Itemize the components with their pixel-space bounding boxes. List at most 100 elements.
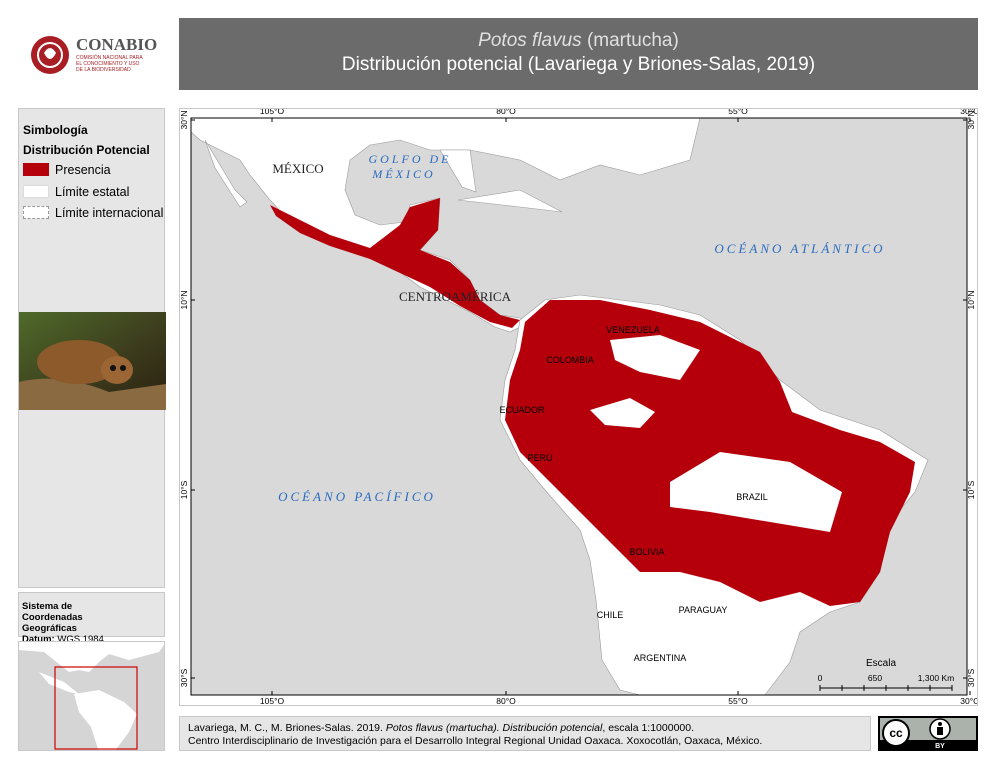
place-label: BRAZIL [736, 492, 768, 502]
place-label: BOLIVIA [629, 547, 664, 557]
cc-circle [882, 719, 910, 747]
place-label: MÉXICO [272, 161, 323, 176]
title-species: Potos flavus (martucha) [179, 30, 978, 52]
legend-subtitle: Distribución Potencial [23, 143, 150, 157]
lat-label: 30°N [966, 111, 976, 130]
inset-land [74, 690, 137, 750]
place-label: GOLFO DE [369, 152, 452, 166]
logo-tagline: COMISIÓN NACIONAL PARA [76, 54, 143, 61]
inset-land [19, 642, 164, 672]
logo-tagline: EL CONOCIMIENTO Y USO [76, 61, 140, 67]
place-label: ECUADOR [499, 405, 545, 415]
scale-tick-label: 1,300 Km [918, 673, 954, 683]
license-badge: cc BY [878, 716, 978, 751]
datum-label: Datum: [22, 634, 55, 645]
scale-bar: Escala 0 650 1,300 Km [818, 658, 954, 691]
datum-value: WGS 1984 [57, 634, 104, 645]
lat-label: 30°S [966, 668, 976, 687]
place-label: OCÉANO ATLÁNTICO [714, 241, 885, 256]
branch [19, 378, 166, 410]
land-baja [204, 139, 248, 208]
lat-label: 10°S [966, 480, 976, 499]
place-label: ARGENTINA [634, 653, 687, 663]
place-label: PERÚ [527, 453, 552, 463]
eye [120, 365, 126, 371]
logo: CONABIO COMISIÓN NACIONAL PARA EL CONOCI… [31, 35, 157, 74]
lon-label: 105°O [260, 696, 285, 705]
citation-scale: , escala 1:1000000. [602, 722, 695, 734]
swatch [23, 163, 49, 176]
absence-andes [596, 560, 640, 605]
land-florida [439, 149, 477, 193]
inset-map [18, 641, 165, 751]
coord-title: Sistema de Coordenadas Geográficas [22, 601, 83, 634]
legend-label: Presencia [55, 163, 111, 177]
inset-svg [19, 642, 164, 750]
place-label: COLOMBIA [546, 355, 594, 365]
presence-mesoamerica [270, 198, 520, 328]
datum: Datum: WGS 1984 [22, 634, 161, 645]
eye [110, 365, 116, 371]
place-label: MÉXICO [371, 167, 435, 181]
absence-cerrado [670, 452, 842, 532]
lon-label: 105°O [260, 109, 285, 116]
citation-authors: Lavariega, M. C., M. Briones-Salas. 2019… [188, 722, 386, 734]
by-text: BY [935, 743, 945, 750]
logo-name: CONABIO [76, 35, 157, 54]
map-frame: 105°O 105°O 80°O 80°O 55°O 55°O 30°O 30°O 30°N 30… [179, 106, 980, 706]
lon-label: 30°O [960, 109, 977, 116]
common-name: (martucha) [586, 30, 679, 51]
presence-south-america [505, 300, 915, 606]
logo-ring [37, 42, 63, 68]
place-label: OCÉANO PACÍFICO [278, 489, 436, 504]
by-head [938, 722, 942, 726]
lat-label: 30°N [180, 111, 189, 130]
footer: Lavariega, M. C., M. Briones-Salas. 2019… [179, 716, 871, 751]
citation-title: Potos flavus (martucha). Distribución po… [385, 722, 603, 734]
scale-tick-label: 0 [818, 673, 823, 683]
place-label: PARAGUAY [679, 605, 728, 615]
institution: Centro Interdisciplinario de Investigaci… [188, 735, 763, 747]
subtitle: Distribución potencial (Lavariega y Brio… [341, 54, 816, 75]
lat-label: 30°S [180, 668, 189, 687]
legend-item: Presencia [23, 163, 111, 177]
place-label: VENEZUELA [606, 325, 660, 335]
logo-detail [44, 48, 56, 59]
logo-tagline: DE LA BIODIVERSIDAD [76, 67, 131, 73]
inset-land [39, 672, 79, 694]
lat-label: 10°N [180, 291, 189, 310]
legend-title: Simbología [23, 123, 88, 137]
lat-label: 10°S [180, 480, 189, 499]
lat-label: 10°N [966, 291, 976, 310]
scale-title: Escala [866, 658, 896, 669]
place-label: CHILE [597, 610, 624, 620]
legend-label: Límite internacional [55, 206, 164, 220]
absence-amazon [590, 398, 655, 428]
header: Potos flavus (martucha) Distribución pot… [179, 18, 978, 90]
lon-label: 30°O [960, 696, 977, 705]
animal-head [101, 356, 133, 384]
photo [19, 312, 166, 410]
animal-body [37, 340, 121, 384]
swatch [23, 206, 49, 219]
absence-llanos [610, 335, 700, 380]
scale-tick-label: 650 [868, 673, 882, 683]
inset-extent [54, 666, 138, 750]
legend-item: Límite estatal [23, 185, 129, 199]
swatch [23, 185, 49, 198]
place-label: CENTROAMÉRICA [399, 289, 512, 304]
legend-item: Límite internacional [23, 206, 163, 220]
neatline [190, 117, 968, 696]
legend: Simbología Distribución Potencial Presen… [18, 108, 166, 588]
cc-text: cc [889, 726, 903, 740]
coordinate-system: Sistema de Coordenadas Geográficas Datum… [18, 592, 165, 645]
species: Potos flavus [478, 30, 582, 51]
lon-label: 55°O [728, 109, 748, 116]
lon-label: 55°O [728, 696, 748, 705]
by-body [937, 727, 943, 735]
lon-label: 80°O [496, 109, 516, 116]
lon-label: 80°O [496, 696, 516, 705]
citation: Lavariega, M. C., M. Briones-Salas. 2019… [188, 722, 862, 735]
